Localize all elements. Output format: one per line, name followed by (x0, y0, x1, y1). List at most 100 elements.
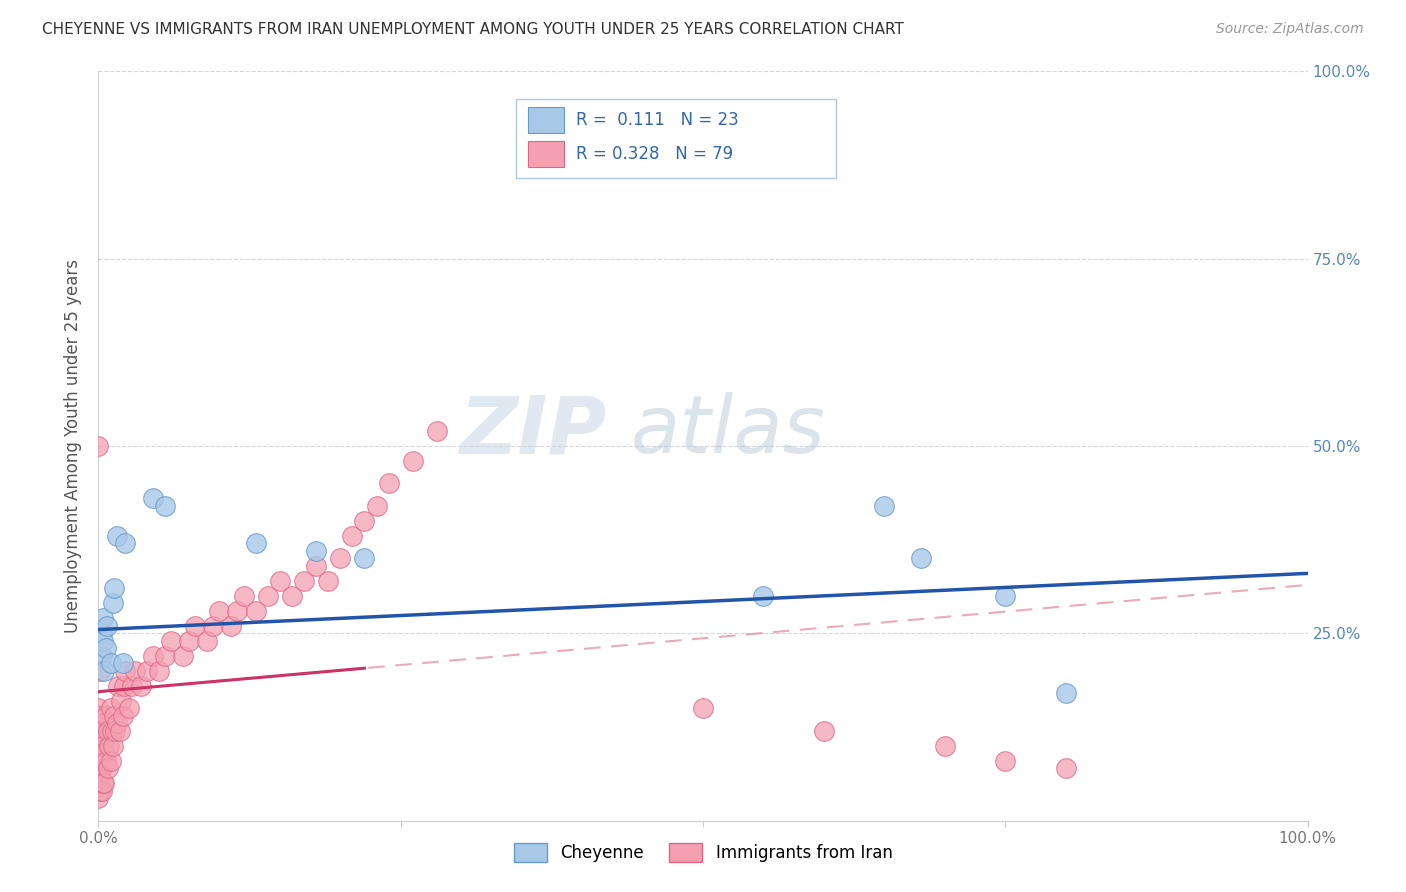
Point (124, 664, 146, 678)
Point (208, 604, 231, 618)
Point (91, 761, 114, 775)
Text: ZIP: ZIP (458, 392, 606, 470)
Point (353, 551, 375, 566)
Point (108, 723, 131, 738)
Point (153, 648, 176, 663)
Point (98, 739, 121, 753)
Point (292, 574, 315, 588)
Point (402, 454, 425, 468)
Point (160, 633, 183, 648)
Point (110, 694, 132, 708)
Point (202, 619, 225, 633)
Point (87, 769, 110, 783)
Point (91, 648, 114, 663)
Point (111, 708, 134, 723)
Point (994, 754, 1017, 768)
Point (813, 723, 835, 738)
Point (91, 626, 114, 640)
Point (142, 491, 165, 506)
Point (105, 529, 128, 543)
FancyBboxPatch shape (527, 141, 564, 167)
Point (89, 769, 111, 783)
Point (245, 604, 267, 618)
Point (305, 558, 328, 573)
Point (934, 739, 956, 753)
Point (1054, 761, 1077, 775)
Point (184, 619, 207, 633)
Point (89, 664, 111, 678)
Point (87, 776, 110, 790)
Point (114, 664, 136, 678)
Point (94, 708, 117, 723)
FancyBboxPatch shape (516, 99, 837, 178)
Point (366, 499, 388, 513)
Point (153, 499, 176, 513)
Text: atlas: atlas (630, 392, 825, 470)
Point (87, 739, 110, 753)
Point (103, 582, 125, 596)
Point (148, 664, 170, 678)
Point (89, 754, 111, 768)
Point (93, 776, 115, 790)
Point (111, 657, 134, 671)
FancyBboxPatch shape (527, 107, 564, 133)
Text: Source: ZipAtlas.com: Source: ZipAtlas.com (1216, 22, 1364, 37)
Point (245, 536, 267, 550)
Point (129, 679, 152, 693)
Point (114, 536, 136, 550)
Point (232, 589, 254, 603)
Point (91, 723, 114, 738)
Text: R = 0.328   N = 79: R = 0.328 N = 79 (576, 145, 733, 162)
Point (93, 716, 115, 731)
Point (87, 754, 110, 768)
Point (1054, 686, 1077, 700)
Point (107, 679, 129, 693)
Point (329, 551, 352, 566)
Point (195, 633, 218, 648)
Point (752, 589, 775, 603)
Point (100, 723, 122, 738)
Text: R =  0.111   N = 23: R = 0.111 N = 23 (576, 112, 738, 129)
Point (100, 701, 122, 715)
Point (353, 514, 375, 528)
Point (101, 596, 124, 610)
Point (93, 664, 115, 678)
Point (87, 701, 110, 715)
Point (226, 604, 249, 618)
Point (87, 746, 110, 760)
Point (89, 783, 111, 797)
Point (873, 499, 896, 513)
Point (281, 589, 304, 603)
Point (91, 739, 114, 753)
Point (994, 589, 1017, 603)
Point (93, 746, 115, 760)
Point (100, 754, 122, 768)
Point (87, 791, 110, 805)
Point (179, 633, 201, 648)
Point (910, 551, 932, 566)
Point (91, 633, 114, 648)
Point (91, 611, 114, 625)
Point (121, 679, 143, 693)
Point (94, 641, 117, 656)
Point (305, 544, 328, 558)
Point (103, 708, 125, 723)
Point (342, 529, 364, 543)
Point (377, 476, 399, 491)
Point (104, 723, 127, 738)
Point (87, 439, 110, 453)
Point (426, 424, 449, 438)
Point (316, 574, 339, 588)
Point (100, 657, 122, 671)
Point (89, 708, 111, 723)
Point (101, 739, 124, 753)
Point (692, 701, 714, 715)
Point (142, 648, 165, 663)
Point (87, 761, 110, 775)
Point (89, 739, 111, 753)
Point (97, 723, 120, 738)
Legend: Cheyenne, Immigrants from Iran: Cheyenne, Immigrants from Iran (508, 836, 898, 869)
Point (87, 723, 110, 738)
Point (91, 783, 114, 797)
Point (118, 701, 141, 715)
